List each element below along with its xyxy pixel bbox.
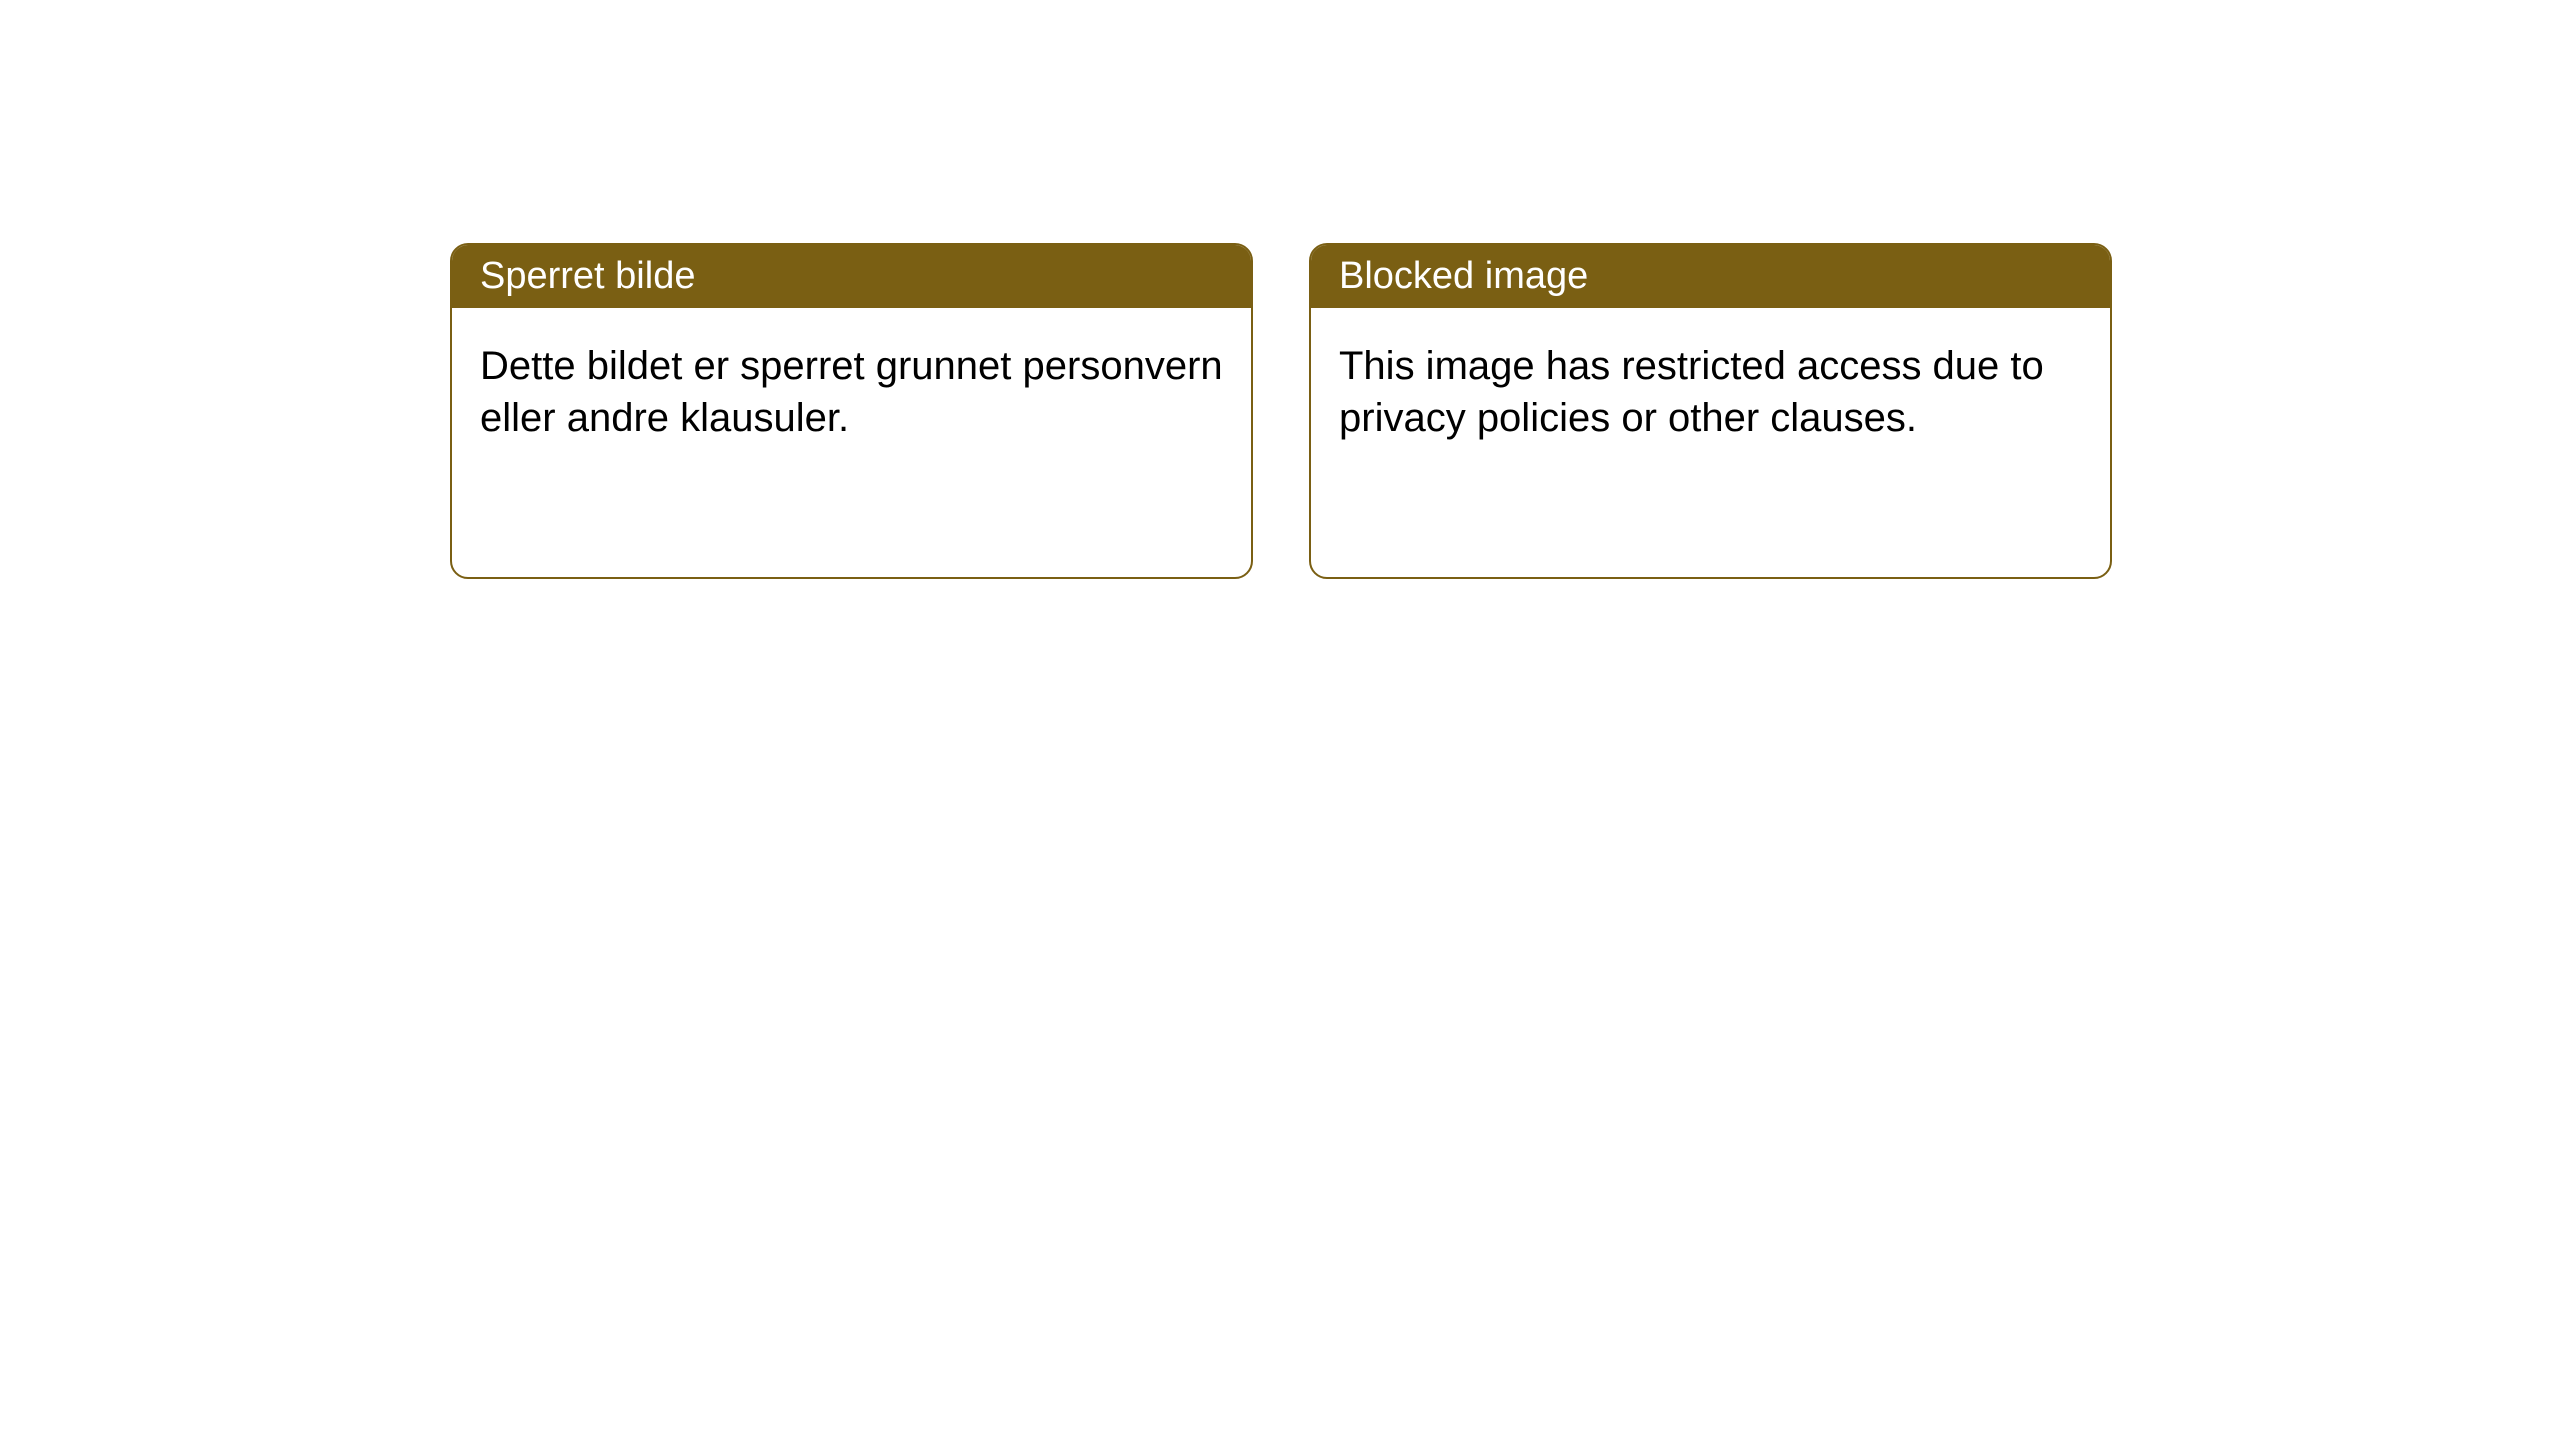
card-header: Blocked image [1311, 245, 2110, 308]
card-body-text: This image has restricted access due to … [1339, 344, 2044, 440]
card-title: Blocked image [1339, 255, 1588, 297]
notice-cards-container: Sperret bilde Dette bildet er sperret gr… [0, 0, 2560, 579]
notice-card-english: Blocked image This image has restricted … [1309, 243, 2112, 579]
card-body: This image has restricted access due to … [1311, 308, 2110, 476]
card-body: Dette bildet er sperret grunnet personve… [452, 308, 1251, 476]
card-header: Sperret bilde [452, 245, 1251, 308]
card-body-text: Dette bildet er sperret grunnet personve… [480, 344, 1223, 440]
card-title: Sperret bilde [480, 255, 695, 297]
notice-card-norwegian: Sperret bilde Dette bildet er sperret gr… [450, 243, 1253, 579]
